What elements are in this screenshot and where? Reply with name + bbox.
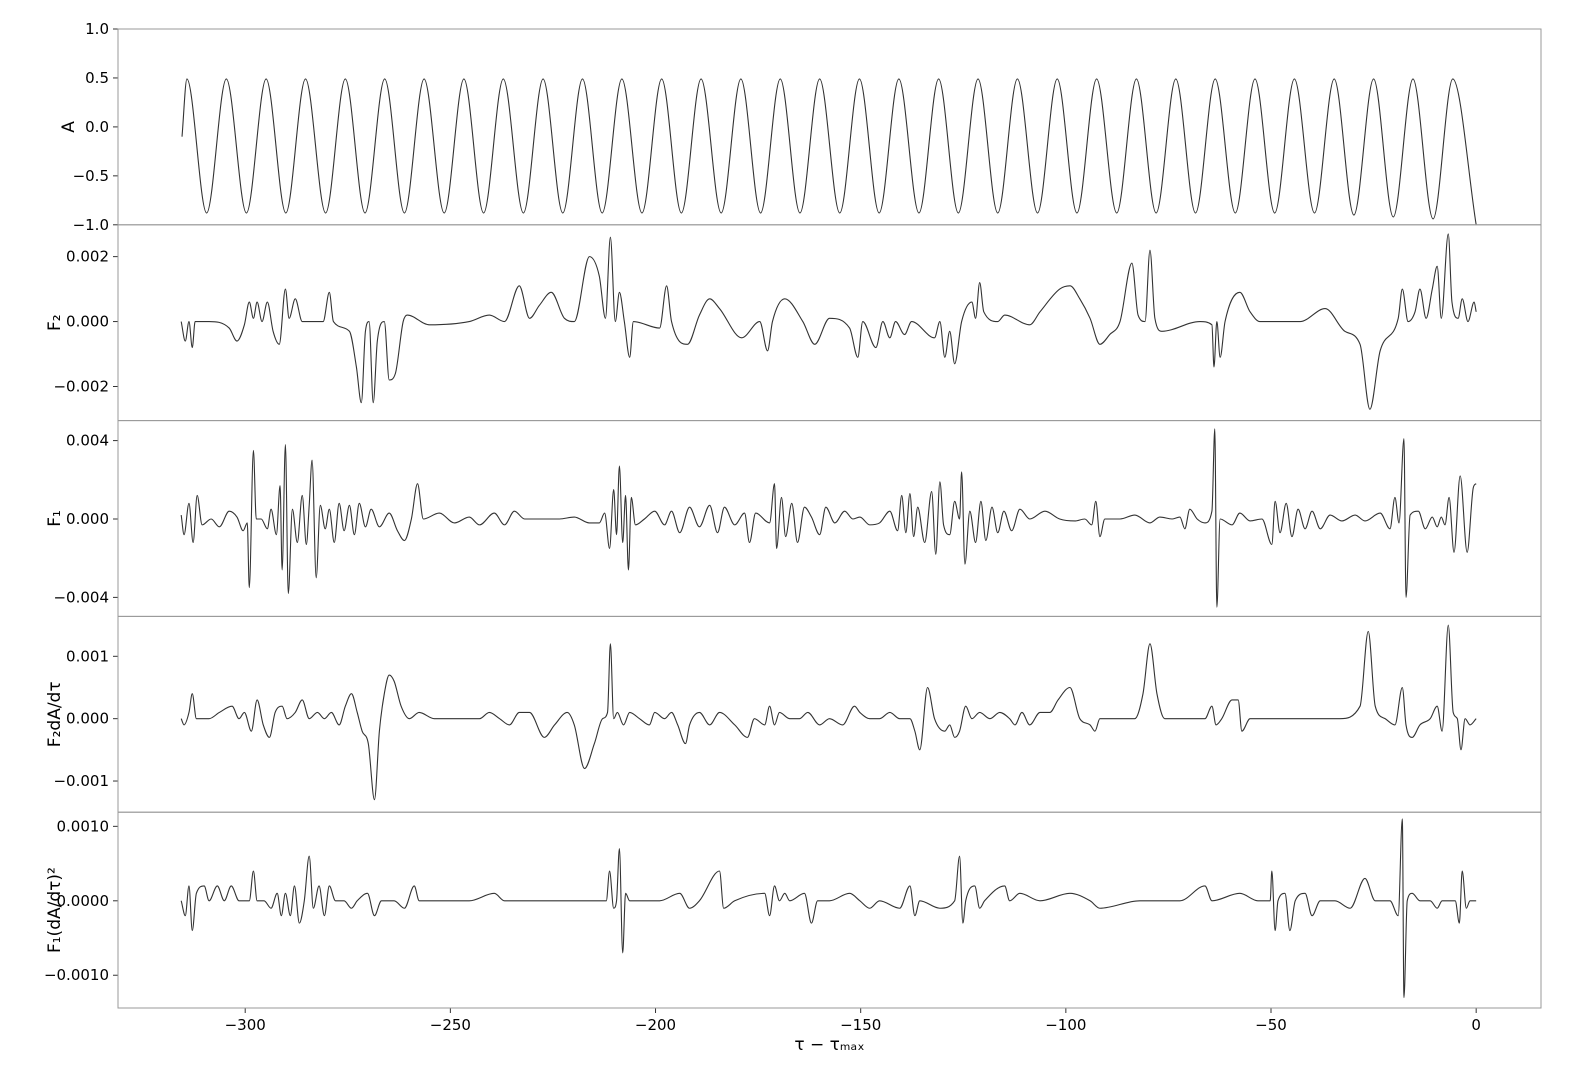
- x-tick-label: 0: [1471, 1016, 1481, 1034]
- panel-frame: [117, 811, 1542, 1009]
- y-tick-label: −1.0: [73, 216, 109, 234]
- y-tick-label: 0.000: [66, 313, 109, 331]
- panel: −0.0010 0.0000 0.0010 F₁(dA/dτ)² −300 −250 −20…: [44, 811, 1542, 1055]
- y-tick-label: 0.0: [85, 118, 109, 136]
- data-line: [180, 818, 1477, 999]
- plot-area: [180, 428, 1477, 608]
- x-tick-label: −300: [225, 1016, 266, 1034]
- data-line: [181, 78, 1477, 225]
- panel: −0.002 0.000 0.002 F₂: [45, 224, 1542, 422]
- x-tick-label: −150: [840, 1016, 881, 1034]
- y-tick-label: −0.002: [53, 378, 109, 396]
- plot-area: [180, 624, 1477, 801]
- y-axis-label: F₁(dA/dτ)²: [45, 867, 65, 953]
- y-axis-label: F₂: [45, 314, 65, 331]
- panel: −1.0 −0.5 0.0 0.5 1.0 A: [59, 20, 1542, 234]
- panel-frame: [117, 28, 1542, 226]
- y-tick-label: 1.0: [85, 20, 109, 38]
- plot-area: [180, 233, 1477, 410]
- y-axis-label: A: [59, 121, 79, 133]
- data-line: [180, 428, 1477, 608]
- y-axis-label: F₁: [45, 510, 65, 527]
- y-tick-label: 0.002: [66, 248, 109, 266]
- x-tick-label: −250: [430, 1016, 471, 1034]
- y-axis-label: F₂dA/dτ: [45, 681, 65, 747]
- y-tick-label: 0.004: [66, 432, 109, 450]
- plot-area: [180, 818, 1477, 999]
- y-tick-label: 0.0010: [57, 817, 110, 835]
- x-tick-label: −50: [1255, 1016, 1287, 1034]
- x-axis-label: τ − τₘₐₓ: [794, 1035, 864, 1055]
- data-line: [180, 233, 1477, 410]
- data-line: [180, 624, 1477, 801]
- panel: −0.004 0.000 0.004 F₁: [45, 420, 1542, 617]
- y-tick-label: 0.001: [66, 647, 109, 665]
- x-tick-label: −100: [1045, 1016, 1086, 1034]
- x-tick-label: −200: [635, 1016, 676, 1034]
- y-tick-label: −0.0010: [44, 966, 109, 984]
- panel-frame: [117, 615, 1542, 813]
- y-tick-label: −0.5: [73, 167, 109, 185]
- plot-area: [181, 78, 1477, 225]
- y-tick-label: 0.5: [85, 69, 109, 87]
- panel-frame: [117, 224, 1542, 422]
- y-tick-label: 0.000: [66, 710, 109, 728]
- y-tick-label: 0.0000: [57, 892, 110, 910]
- y-tick-label: −0.001: [53, 772, 109, 790]
- y-tick-label: −0.004: [53, 588, 109, 606]
- y-tick-label: 0.000: [66, 510, 109, 528]
